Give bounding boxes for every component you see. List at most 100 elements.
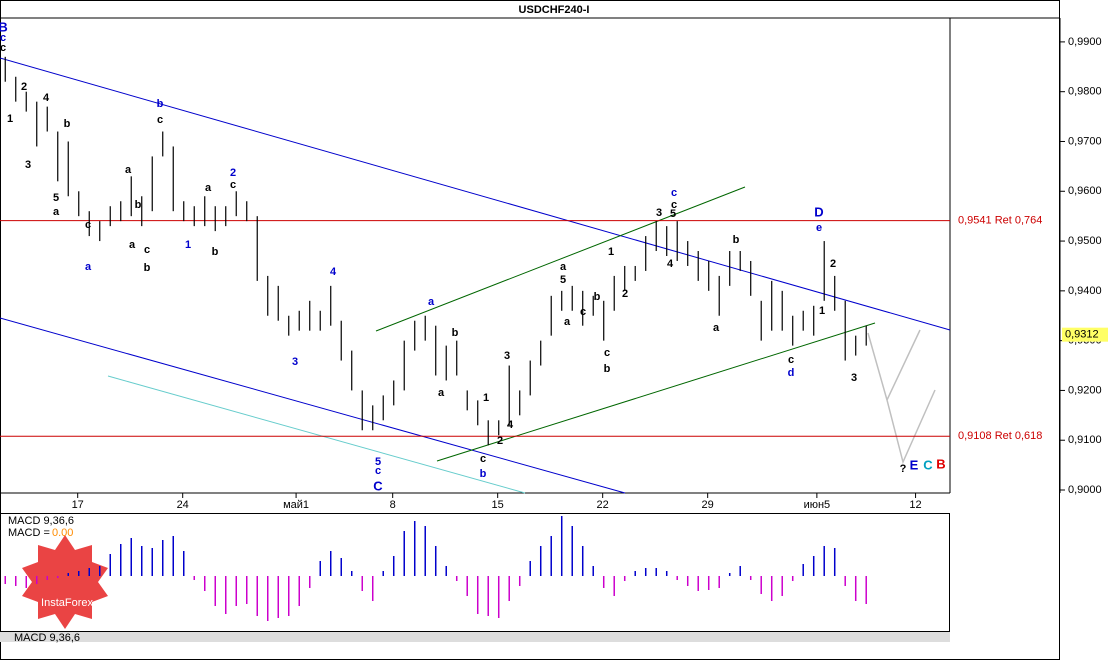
wave-label: 2 [497,435,503,447]
macd-footer: MACD 9,36,6 [14,632,80,644]
wave-label: b [64,118,71,130]
macd-value-label: MACD = [8,527,50,539]
wave-label: 4 [330,266,337,278]
macd-strip [0,632,950,642]
wave-label: 1 [608,246,614,258]
wave-label: c [0,32,6,44]
y-tick-label: 0,9100 [1068,434,1102,446]
channel-line [436,322,876,462]
wave-label: 2 [622,288,628,300]
wave-label: b [480,468,487,480]
wave-label: c [85,219,91,231]
wave-label: 4 [43,92,50,104]
wave-label: 3 [25,159,31,171]
macd-value: 0.00 [52,527,73,539]
wave-label: a [85,261,92,273]
wave-label: b [733,234,740,246]
wave-label: b [135,199,142,211]
logo: InstaForex [22,535,108,629]
y-tick-label: 0,9500 [1068,235,1102,247]
wave-label: B [0,19,8,34]
wave-label: c [671,199,677,211]
wave-label: e [816,222,822,234]
wave-label: a [560,261,567,273]
price-tag [1062,327,1108,342]
wave-label: 5 [375,456,381,468]
wave-label: a [205,182,212,194]
wave-label: a [53,206,60,218]
wave-label: b [594,291,601,303]
x-tick-label: 15 [492,499,504,511]
logo-text: InstaForex [41,597,93,609]
wave-label: 3 [656,207,662,219]
wave-label: 2 [21,81,27,93]
y-tick-label: 0,9000 [1068,484,1102,496]
wave-label: 3 [504,350,510,362]
wave-label: 1 [819,305,825,317]
wave-label: B [936,456,945,471]
wave-label: a [713,322,720,334]
wave-label: 2 [830,258,836,270]
wave-label: 4 [507,419,514,431]
wave-label: b [144,262,151,274]
wave-label: 5 [53,192,59,204]
wave-label: 3 [292,356,298,368]
wave-label: C [373,478,383,493]
y-tick-label: 0,9800 [1068,86,1102,98]
y-tick-label: 0,9600 [1068,185,1102,197]
channel-line [0,317,626,494]
wave-label: 5 [560,274,566,286]
x-tick-label: июн5 [804,499,831,511]
wave-label: 5 [670,208,676,220]
wave-label: 1 [7,113,13,125]
wave-label: 4 [667,258,674,270]
y-tick-label: 0,9900 [1068,36,1102,48]
wave-label: b [604,363,611,375]
macd-frame [0,513,950,632]
wave-label: D [814,204,823,219]
x-tick-label: 8 [390,499,396,511]
wave-label: c [375,465,381,477]
wave-label: c [230,179,236,191]
wave-label: c [580,306,586,318]
x-tick-label: 17 [72,499,84,511]
wave-label: ? [900,463,907,475]
y-tick-label: 0,9700 [1068,135,1102,147]
level-label: 0,9541 Ret 0,764 [958,215,1042,227]
wave-label: a [438,387,445,399]
wave-label: b [212,246,219,258]
wave-label: 2 [230,167,236,179]
forecast-path [867,329,936,465]
wave-label: c [671,187,677,199]
channel-line [107,375,526,494]
wave-label: C [923,457,933,472]
wave-label: a [129,239,136,251]
wave-label: d [788,367,795,379]
macd-label: MACD 9,36,6 [8,515,74,527]
wave-label: c [604,347,610,359]
price-tag-label: 0,9312 [1065,329,1099,341]
wave-label: a [125,164,132,176]
x-tick-label: 29 [702,499,714,511]
wave-label: 1 [185,239,191,251]
wave-label: c [0,42,6,54]
wave-label: E [910,457,919,472]
wave-label: 3 [851,372,857,384]
y-tick-label: 0,9200 [1068,384,1102,396]
x-tick-label: 24 [177,499,189,511]
wave-label: 1 [483,392,489,404]
wave-label: a [428,296,435,308]
x-tick-label: 12 [909,499,921,511]
wave-label: b [452,327,459,339]
wave-label: b [157,98,164,110]
chart-title: USDCHF240-I [519,4,590,16]
x-tick-label: 22 [597,499,609,511]
wave-label: a [564,316,571,328]
channel-line [375,186,746,332]
wave-label: c [144,244,150,256]
x-tick-label: май1 [283,499,309,511]
y-tick-label: 0,9400 [1068,285,1102,297]
level-label: 0,9108 Ret 0,618 [958,430,1042,442]
